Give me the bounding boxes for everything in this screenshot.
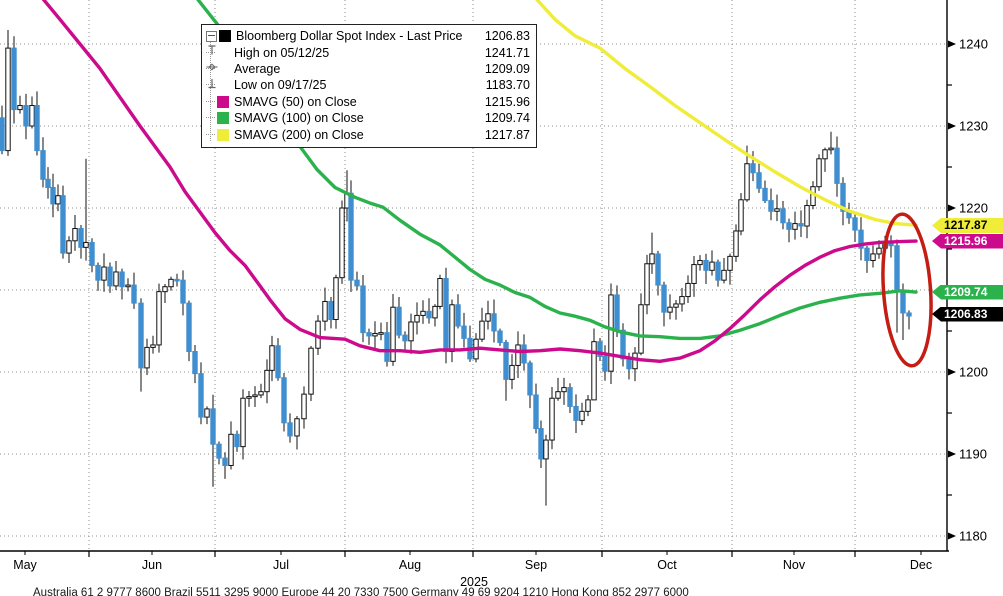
legend-item-label: Average — [234, 61, 281, 76]
smavg100-swatch-icon — [217, 112, 229, 125]
legend-item-value: 1217.87 — [484, 127, 530, 142]
average-marker-icon — [206, 63, 229, 75]
legend-item-label: Low on 09/17/25 — [234, 78, 327, 93]
legend-item-last-price[interactable]: Bloomberg Dollar Spot Index - Last Price… — [206, 28, 530, 44]
x-axis-month-label: Dec — [909, 558, 933, 572]
smavg50-line — [41, 0, 918, 363]
legend-box: Bloomberg Dollar Spot Index - Last Price… — [201, 24, 537, 148]
smavg200-line — [535, 0, 918, 227]
x-axis-month-label: Jun — [141, 558, 163, 572]
x-axis-month-label: Sep — [524, 558, 548, 572]
smavg200-price-label: 1217.87 — [932, 218, 1003, 233]
smavg50-swatch-icon — [217, 95, 229, 108]
legend-item-label: SMAVG (200) on Close — [234, 127, 364, 142]
smavg100-line — [196, 0, 918, 341]
last-price-label: 1206.83 — [932, 306, 1003, 322]
legend-item-label: Bloomberg Dollar Spot Index - Last Price — [236, 29, 463, 44]
terminal-footer-text: Australia 61 2 9777 8600 Brazil 5511 329… — [33, 587, 689, 596]
axis-frame — [0, 0, 952, 557]
legend-item-smavg100[interactable]: SMAVG (100) on Close 1209.74 — [206, 110, 530, 126]
legend-item-value: 1183.70 — [485, 78, 530, 93]
svg-text:1180: 1180 — [959, 529, 987, 544]
x-axis-month-label: Aug — [398, 558, 422, 572]
y-axis-tick-labels: 1240 1230 1220 1200 1190 1180 — [948, 37, 988, 544]
smavg200-swatch-icon — [217, 128, 229, 141]
x-axis-year-label: 2025 — [460, 575, 488, 589]
svg-text:1190: 1190 — [959, 447, 987, 462]
smavg100-price-label: 1209.74 — [932, 284, 1003, 300]
legend-item-value: 1209.74 — [484, 111, 530, 126]
legend-item-value: 1215.96 — [484, 94, 530, 109]
legend-item-label: SMAVG (100) on Close — [234, 111, 364, 126]
legend-item-value: 1206.83 — [484, 29, 530, 44]
x-axis-month-label: Nov — [782, 558, 806, 572]
x-axis-month-label: May — [13, 558, 37, 572]
smavg50-price-label: 1215.96 — [932, 233, 1003, 249]
legend-item-value: 1241.71 — [484, 45, 530, 60]
legend-item-high[interactable]: High on 05/12/25 1241.71 — [206, 44, 530, 60]
svg-text:1230: 1230 — [959, 119, 988, 134]
x-axis-month-label: Oct — [657, 558, 677, 572]
legend-item-average[interactable]: Average 1209.09 — [206, 61, 530, 77]
high-marker-icon — [208, 45, 229, 59]
collapse-toggle-icon[interactable] — [206, 30, 217, 42]
legend-item-smavg50[interactable]: SMAVG (50) on Close 1215.96 — [206, 94, 530, 110]
series-swatch-icon — [219, 30, 231, 43]
svg-text:1240: 1240 — [959, 37, 988, 52]
legend-item-smavg200[interactable]: SMAVG (200) on Close 1217.87 — [206, 126, 530, 142]
svg-text:1200: 1200 — [959, 365, 988, 380]
highlight-ellipse-annotation — [881, 212, 933, 368]
low-marker-icon — [208, 79, 229, 91]
svg-text:1220: 1220 — [959, 201, 988, 216]
legend-tree-line — [210, 39, 211, 141]
x-axis-month-label: Jul — [273, 558, 289, 572]
candlesticks — [0, 29, 912, 506]
legend-item-low[interactable]: Low on 09/17/25 1183.70 — [206, 77, 530, 93]
legend-item-value: 1209.09 — [484, 61, 530, 76]
legend-item-label: High on 05/12/25 — [234, 45, 330, 60]
legend-item-label: SMAVG (50) on Close — [234, 94, 357, 109]
